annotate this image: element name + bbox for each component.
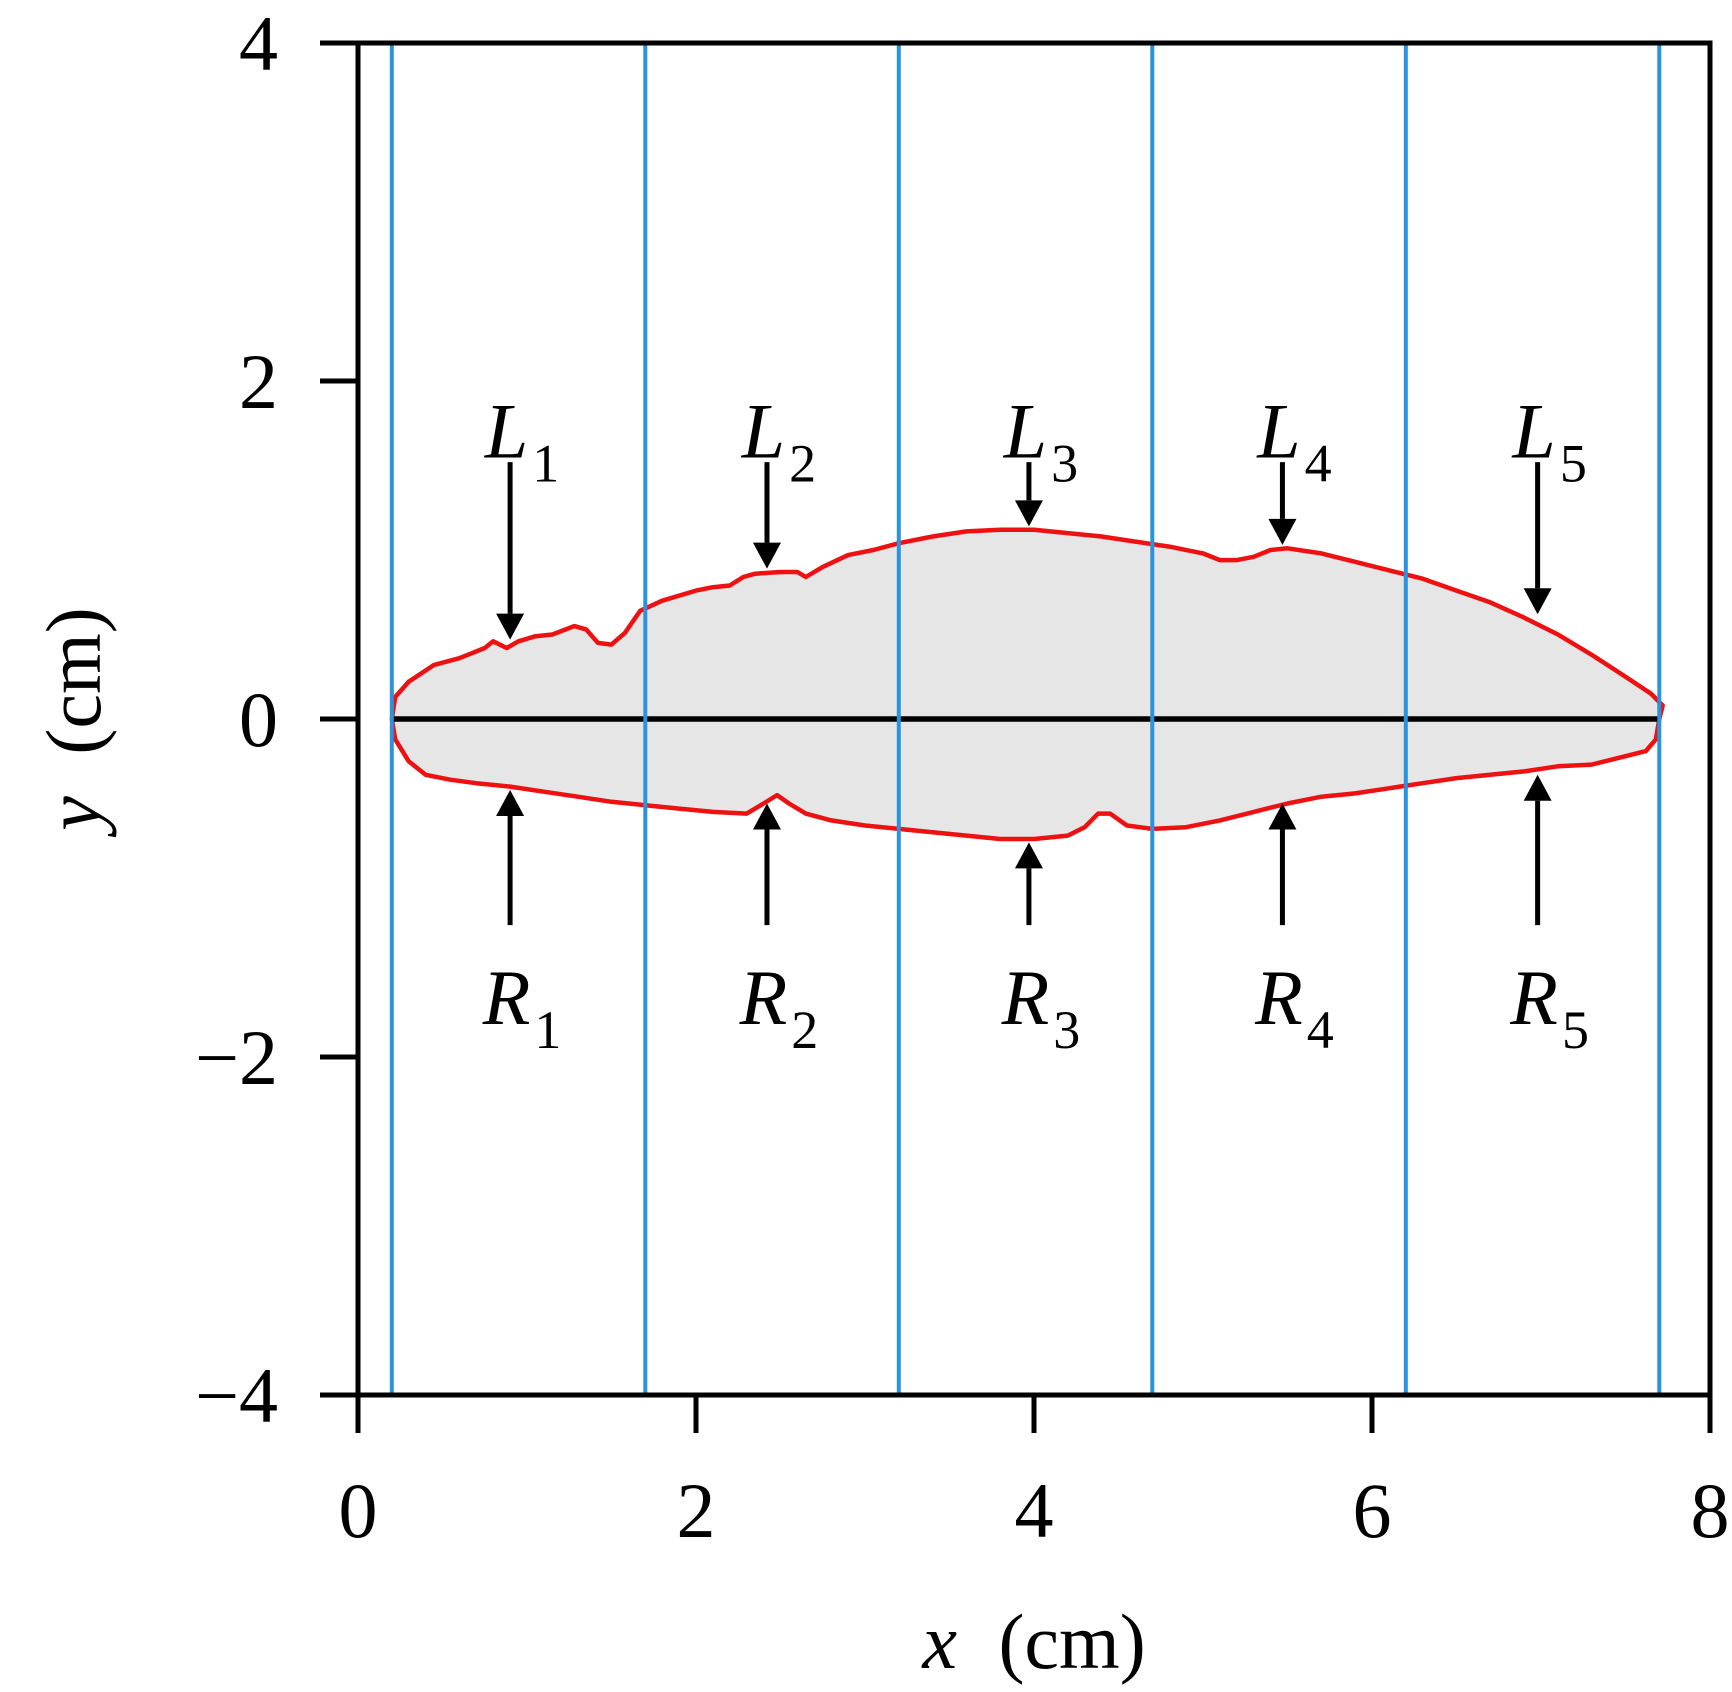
arrowhead-L4: [1268, 518, 1297, 545]
arrowhead-R5: [1523, 774, 1552, 801]
label-R5: R5: [1509, 954, 1589, 1060]
upper-boundary: [389, 527, 1665, 720]
label-R2-main: R: [739, 954, 788, 1041]
x-axis-var: x: [921, 1598, 957, 1685]
y-tick-label-2: 0: [239, 676, 278, 763]
x-axis-ticks: 0 2 4 6 8: [339, 1395, 1730, 1554]
arrowhead-L2: [752, 542, 781, 569]
label-L1-main: L: [484, 388, 528, 475]
y-tick-label-4: −4: [195, 1352, 278, 1439]
arrowhead-L5: [1523, 588, 1552, 615]
arrowhead-R1: [496, 789, 525, 816]
label-R3: R3: [1001, 954, 1081, 1060]
arrowhead-R2: [752, 803, 781, 830]
x-tick-label-4: 4: [1015, 1467, 1054, 1554]
label-L3-main: L: [1003, 388, 1047, 475]
label-L2: L2: [741, 388, 816, 494]
label-L3-sub: 3: [1051, 434, 1078, 494]
label-L5-main: L: [1511, 388, 1555, 475]
vertical-lines: [389, 43, 1662, 1395]
label-R3-main: R: [1001, 954, 1050, 1041]
label-L1: L1: [484, 388, 559, 494]
x-tick-label-6: 6: [1353, 1467, 1392, 1554]
arrowhead-L3: [1014, 500, 1043, 527]
label-R4: R4: [1254, 954, 1334, 1060]
label-L2-main: L: [741, 388, 785, 475]
label-L5: L5: [1511, 388, 1586, 494]
y-tick-label-3: −2: [195, 1014, 278, 1101]
arrowhead-R3: [1014, 842, 1043, 869]
x-axis-label: x (cm): [921, 1598, 1145, 1685]
y-axis-var: y: [30, 796, 117, 838]
label-L2-sub: 2: [789, 434, 816, 494]
label-L1-sub: 1: [532, 434, 559, 494]
label-L5-sub: 5: [1560, 434, 1587, 494]
label-R4-main: R: [1254, 954, 1303, 1041]
x-tick-label-0: 0: [339, 1467, 378, 1554]
label-L4-main: L: [1256, 388, 1300, 475]
plot-region: [389, 527, 1665, 842]
label-L4: L4: [1256, 388, 1331, 494]
arrowhead-L1: [496, 613, 525, 640]
label-R3-sub: 3: [1053, 1000, 1080, 1060]
y-axis-ticks: 4 2 0 −2 −4: [195, 0, 358, 1439]
x-tick-label-2: 2: [677, 1467, 716, 1554]
label-R5-main: R: [1509, 954, 1558, 1041]
x-axis-unit: (cm): [998, 1598, 1145, 1685]
x-tick-label-8: 8: [1691, 1467, 1730, 1554]
label-R5-sub: 5: [1562, 1000, 1589, 1060]
label-R4-sub: 4: [1307, 1000, 1334, 1060]
arrowhead-R4: [1268, 803, 1297, 830]
label-L4-sub: 4: [1305, 434, 1332, 494]
y-tick-label-1: 2: [239, 338, 278, 425]
label-R1: R1: [482, 954, 562, 1060]
label-R1-main: R: [482, 954, 531, 1041]
label-R2-sub: 2: [791, 1000, 818, 1060]
lower-boundary: [389, 718, 1662, 842]
label-R2: R2: [739, 954, 819, 1060]
y-axis-unit: (cm): [30, 607, 117, 754]
label-L3: L3: [1003, 388, 1078, 494]
region-fill: [391, 529, 1663, 839]
y-axis-label: y (cm): [30, 607, 117, 837]
y-tick-label-0: 4: [239, 0, 278, 87]
label-R1-sub: 1: [534, 1000, 561, 1060]
